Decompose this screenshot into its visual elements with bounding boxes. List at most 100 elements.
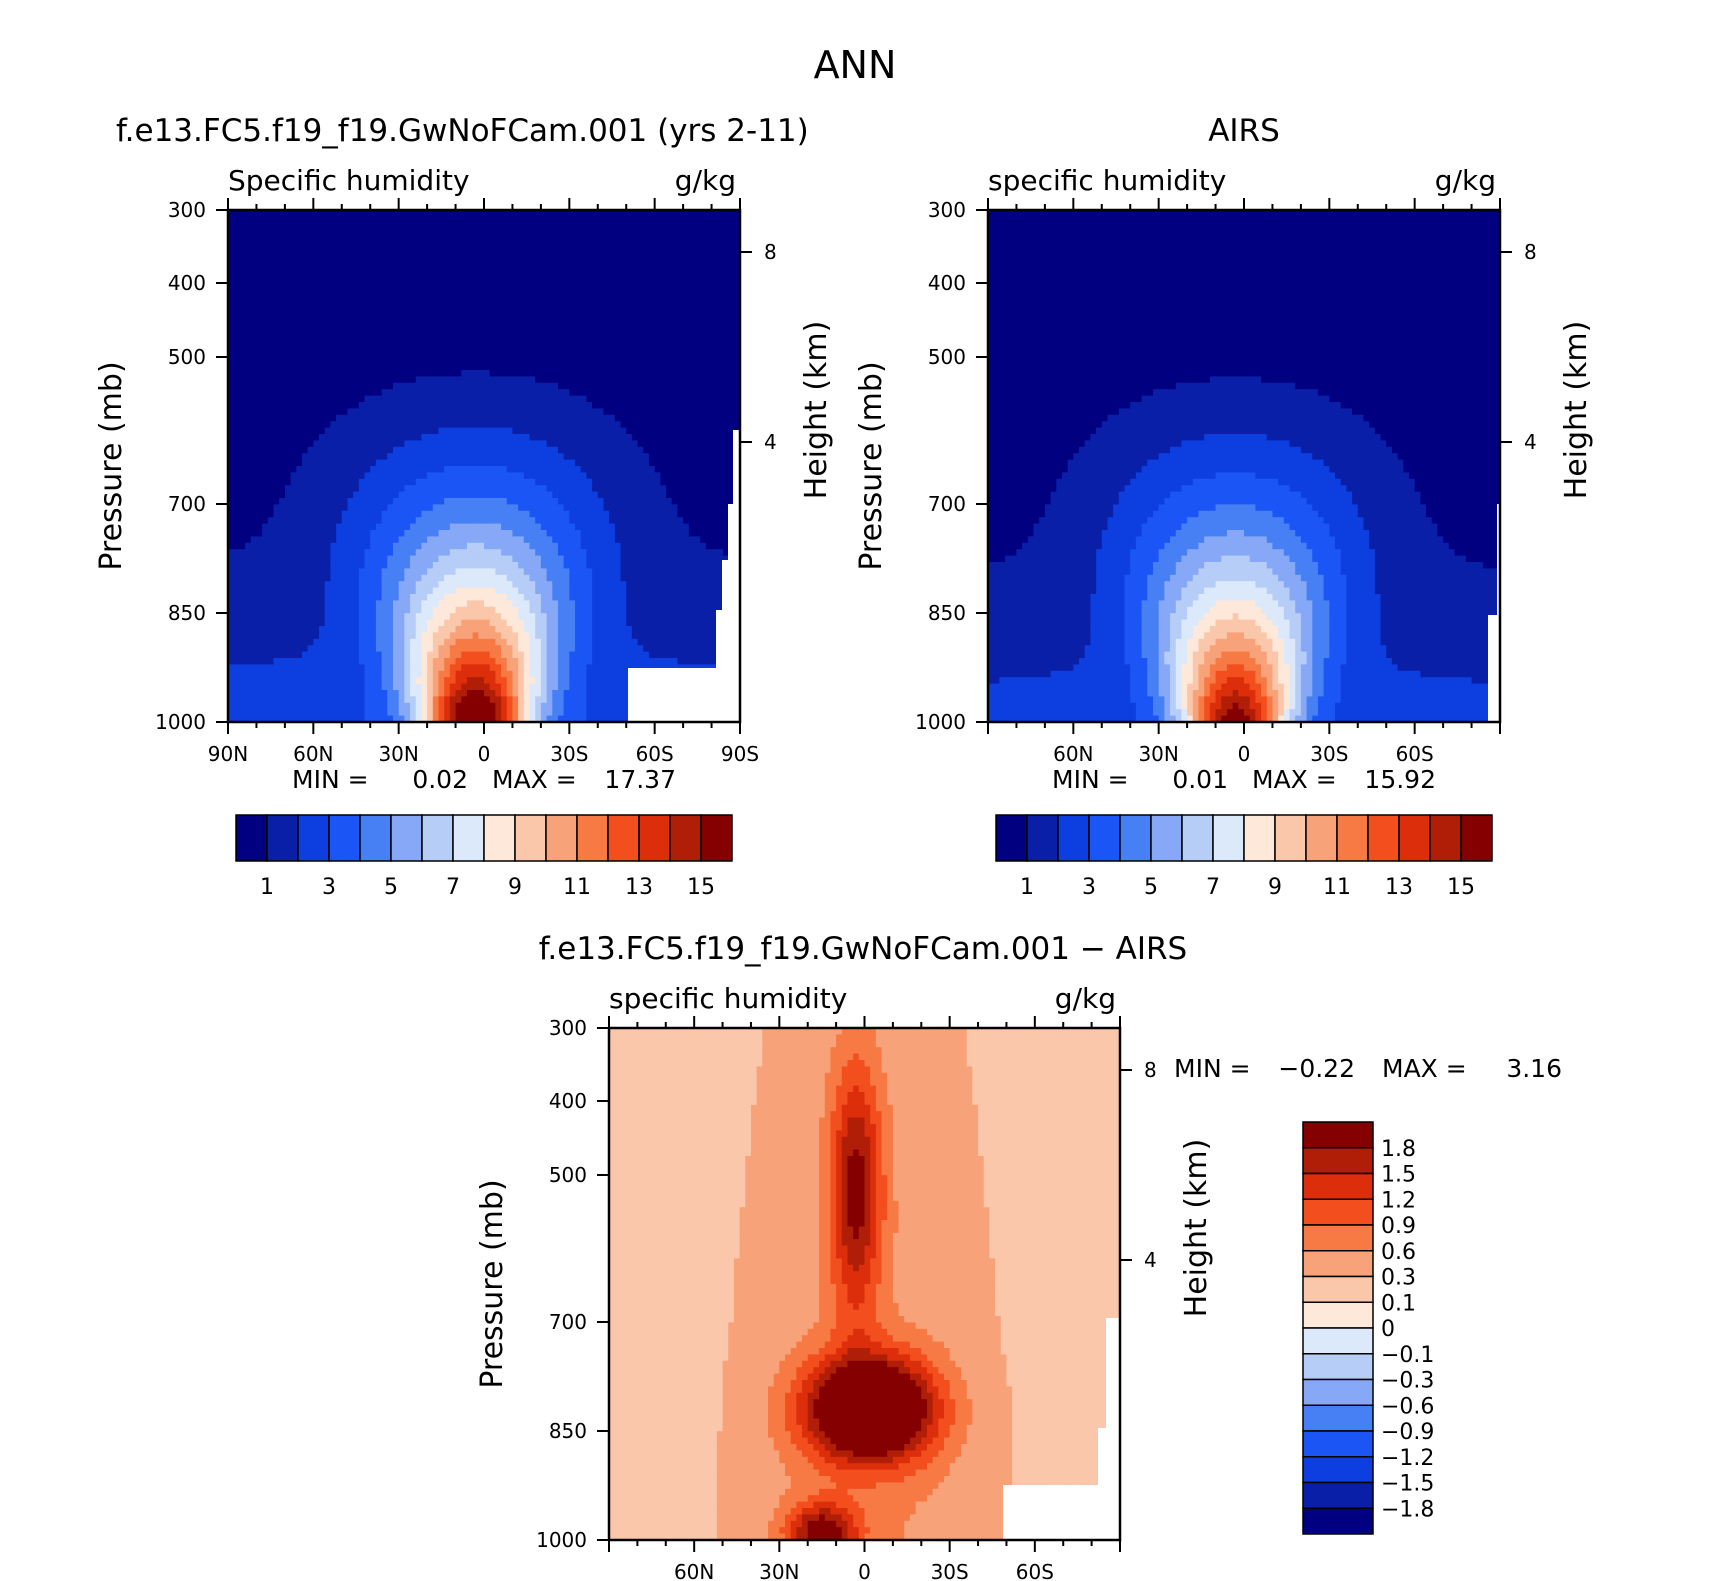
contour-cell [404,408,411,416]
contour-cell [637,517,644,525]
contour-cell [495,389,502,397]
contour-cell [301,344,309,352]
contour-cell [404,427,411,435]
contour-cell [711,216,718,224]
contour-cell [279,306,286,313]
contour-cell [330,331,337,339]
contour-cell [688,453,696,461]
contour-cell [301,498,309,505]
contour-cell [461,363,468,371]
contour-cell [301,286,309,294]
contour-cell [688,376,696,384]
contour-cell [552,248,559,256]
contour-cell [677,222,684,230]
contour-cell [370,402,377,409]
contour-cell [700,312,707,320]
contour-cell [472,280,479,288]
contour-cell [597,504,605,512]
contour-cell [518,357,525,365]
contour-cell [358,562,366,569]
contour-cell [563,248,570,256]
contour-cell [455,235,462,243]
contour-cell [324,504,331,512]
contour-cell [648,549,656,557]
contour-cell [410,338,417,345]
contour-cell [512,331,519,339]
contour-cell [620,491,627,499]
contour-cell [552,421,559,429]
contour-cell [472,562,479,569]
contour-cell [387,210,394,217]
contour-cell [358,549,366,557]
contour-cell [711,421,718,429]
contour-cell [569,402,576,409]
contour-cell [489,440,496,448]
contour-cell [626,555,633,563]
contour-cell [688,498,696,505]
contour-cell [586,376,593,384]
contour-cell [267,325,275,333]
contour-cell [580,382,587,390]
contour-cell [228,363,235,371]
contour-cell [438,229,445,237]
contour-cell [552,542,559,550]
contour-cell [279,325,286,333]
contour-cell [495,293,502,301]
contour-cell [648,453,656,461]
contour-cell [563,491,570,499]
contour-cell [364,434,371,441]
contour-cell [239,357,246,365]
contour-cell [717,510,724,518]
contour-cell [637,536,644,544]
contour-cell [580,408,587,416]
contour-cell [614,466,622,473]
contour-cell [341,517,349,525]
contour-cell [694,542,701,550]
contour-cell [290,408,297,416]
contour-cell [722,318,730,326]
contour-cell [375,466,383,473]
contour-cell [415,216,423,224]
contour-cell [290,261,297,269]
contour-cell [381,434,388,441]
contour-cell [233,254,240,262]
contour-cell [427,210,434,217]
contour-cell [660,530,667,537]
contour-cell [557,395,565,403]
contour-cell [557,363,565,371]
contour-cell [603,210,610,217]
contour-cell [728,485,735,493]
contour-cell [569,555,576,563]
contour-cell [592,414,599,422]
contour-cell [484,331,491,339]
contour-cell [330,210,337,217]
contour-cell [364,491,371,499]
contour-cell [597,350,605,358]
contour-cell [262,210,269,217]
contour-cell [415,402,423,409]
contour-cell [387,306,394,313]
contour-cell [267,242,275,249]
contour-cell [535,453,542,461]
contour-cell [597,267,605,275]
contour-cell [637,421,644,429]
contour-cell [273,408,280,416]
contour-cell [330,466,337,473]
contour-cell [387,331,394,339]
contour-cell [654,331,661,339]
contour-cell [250,491,258,499]
contour-cell [688,363,696,371]
contour-cell [427,510,434,518]
contour-cell [279,363,286,371]
contour-cell [432,421,440,429]
contour-cell [427,248,434,256]
contour-cell [575,523,582,531]
contour-cell [643,222,650,230]
contour-cell [654,536,661,544]
contour-cell [677,376,684,384]
contour-cell [478,312,485,320]
contour-cell [313,440,320,448]
contour-cell [387,555,394,563]
contour-cell [336,216,343,224]
contour-cell [392,363,400,371]
